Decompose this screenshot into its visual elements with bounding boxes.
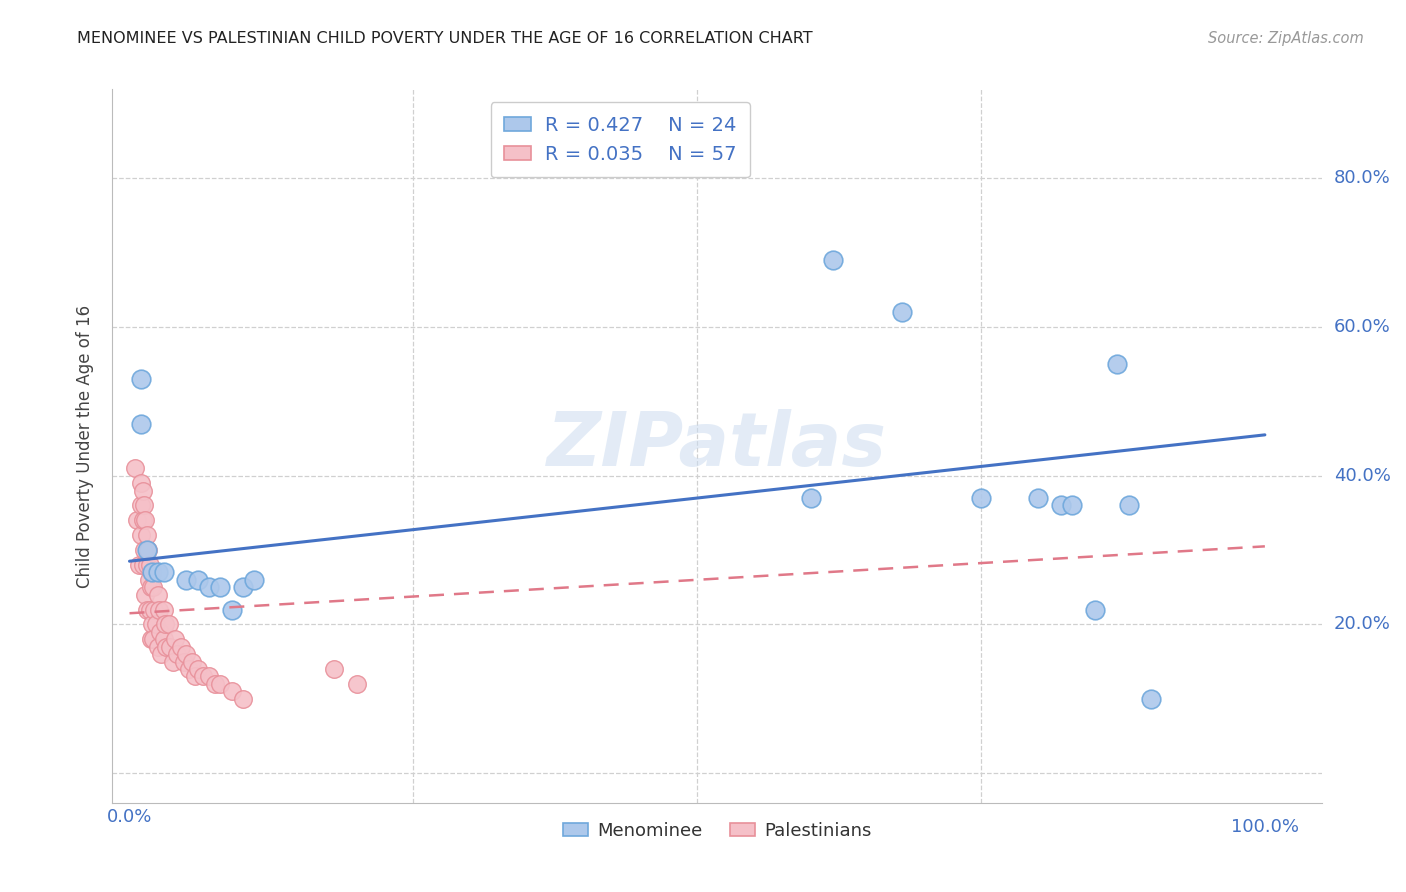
Point [139, 580, 162, 594]
Point [187, 662, 209, 676]
Y-axis label: Child Poverty Under the Age of 16: Child Poverty Under the Age of 16 [76, 304, 94, 588]
Point [174, 573, 197, 587]
Text: 100.0%: 100.0% [1230, 818, 1299, 836]
Point [142, 580, 165, 594]
Text: 40.0%: 40.0% [1334, 467, 1391, 484]
Point [136, 543, 159, 558]
Point [139, 602, 162, 616]
Point [823, 253, 845, 268]
Point [346, 677, 368, 691]
Point [142, 632, 165, 647]
Point [127, 513, 149, 527]
Point [129, 476, 152, 491]
Point [166, 647, 188, 661]
Point [132, 483, 155, 498]
Point [124, 461, 146, 475]
Point [1107, 357, 1129, 371]
Point [146, 588, 169, 602]
Point [146, 566, 169, 580]
Point [152, 602, 174, 616]
Point [1118, 499, 1140, 513]
Point [177, 662, 200, 676]
Text: 20.0%: 20.0% [1334, 615, 1391, 633]
Point [139, 632, 162, 647]
Point [132, 513, 155, 527]
Point [153, 617, 176, 632]
Point [150, 647, 173, 661]
Point [198, 669, 221, 683]
Point [162, 655, 184, 669]
Text: Source: ZipAtlas.com: Source: ZipAtlas.com [1208, 31, 1364, 46]
Point [1083, 602, 1105, 616]
Point [169, 640, 191, 654]
Point [155, 640, 177, 654]
Point [135, 543, 157, 558]
Point [134, 588, 156, 602]
Point [128, 558, 150, 572]
Point [221, 602, 243, 616]
Point [146, 640, 169, 654]
Point [1140, 691, 1163, 706]
Point [134, 543, 156, 558]
Point [141, 617, 163, 632]
Point [163, 632, 186, 647]
Point [322, 662, 344, 676]
Point [129, 372, 152, 386]
Point [129, 417, 152, 431]
Point [159, 640, 181, 654]
Point [232, 580, 254, 594]
Point [181, 655, 204, 669]
Point [129, 528, 152, 542]
Point [243, 573, 266, 587]
Point [157, 617, 180, 632]
Point [139, 558, 162, 572]
Point [184, 669, 207, 683]
Point [173, 655, 195, 669]
Point [174, 647, 197, 661]
Point [187, 573, 209, 587]
Point [1049, 499, 1071, 513]
Point [149, 624, 172, 639]
Point [148, 602, 170, 616]
Point [141, 566, 163, 580]
Point [135, 528, 157, 542]
Text: 60.0%: 60.0% [1334, 318, 1391, 336]
Point [135, 558, 157, 572]
Point [134, 499, 156, 513]
Text: ZIPatlas: ZIPatlas [547, 409, 887, 483]
Point [1060, 499, 1083, 513]
Point [890, 305, 912, 319]
Text: 80.0%: 80.0% [1334, 169, 1391, 187]
Point [209, 580, 232, 594]
Point [1026, 491, 1049, 505]
Text: MENOMINEE VS PALESTINIAN CHILD POVERTY UNDER THE AGE OF 16 CORRELATION CHART: MENOMINEE VS PALESTINIAN CHILD POVERTY U… [77, 31, 813, 46]
Point [134, 513, 156, 527]
Point [204, 677, 226, 691]
Point [132, 558, 155, 572]
Point [970, 491, 993, 505]
Point [141, 566, 163, 580]
Point [145, 617, 167, 632]
Legend: Menominee, Palestinians: Menominee, Palestinians [555, 815, 879, 847]
Point [221, 684, 243, 698]
Point [193, 669, 215, 683]
Point [152, 566, 174, 580]
Point [800, 491, 823, 505]
Point [135, 602, 157, 616]
Point [198, 580, 221, 594]
Point [129, 499, 152, 513]
Point [152, 632, 174, 647]
Point [232, 691, 254, 706]
Point [138, 573, 160, 587]
Point [209, 677, 232, 691]
Point [143, 602, 166, 616]
